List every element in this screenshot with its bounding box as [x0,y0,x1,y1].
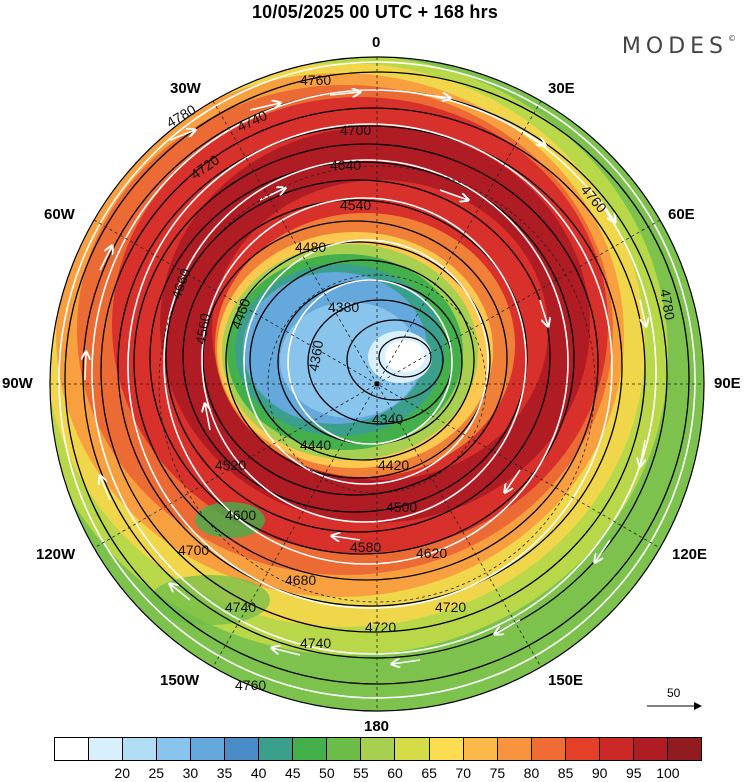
contour-label: 4720 [365,619,396,635]
colorbar-tick-label: 60 [387,765,403,781]
colorbar-segment [191,738,226,760]
colorbar-segment [429,738,464,760]
colorbar-tick-label: 90 [591,765,608,781]
contour-label: 4740 [300,635,331,651]
brand-logo: MODES© [621,34,736,59]
colorbar-tick-label: 45 [284,765,301,781]
colorbar-tick-label: 65 [421,765,437,781]
contour-label: 4360 [305,339,326,373]
contour-label: 4720 [435,599,466,615]
contour-label: 4540 [340,197,371,213]
colorbar-segment [565,738,600,760]
colorbar [54,737,702,761]
colorbar-segment [667,738,701,760]
colorbar-tick-label: 25 [148,765,165,781]
contour-label: 4700 [340,122,371,138]
lon-label-60e: 60E [668,206,695,223]
contour-label: 4620 [416,545,447,561]
colorbar-segment [157,738,192,760]
contour-label: 4500 [386,499,417,515]
polar-map: 4760 4780 4740 4720 4700 4640 4540 4480 … [49,56,705,712]
colorbar-tick-label: 70 [455,765,472,781]
contour-label: 4600 [225,507,256,523]
wind-speed-field [50,57,704,711]
colorbar-ticks: 20 25 30 35 40 45 50 55 60 65 70 75 80 85 90 95 100 [54,765,702,781]
colorbar-segment [293,738,328,760]
colorbar-tick-label: 75 [489,765,506,781]
colorbar-tick-label: 95 [625,765,642,781]
reference-vector-arrow [647,702,702,710]
reference-vector-value: 50 [667,686,681,700]
colorbar-tick-label: 50 [319,765,335,781]
colorbar-segment [395,738,430,760]
chart-title: 10/05/2025 00 UTC + 168 hrs [251,2,499,22]
contour-label: 4640 [330,157,361,173]
colorbar-tick-label: 30 [182,765,199,781]
lon-label-150w: 150W [160,672,200,689]
contour-label: 4340 [372,411,403,427]
colorbar-segment [55,738,90,760]
colorbar-segment [327,738,362,760]
colorbar-segment [599,738,634,760]
colorbar-tick-label: 40 [250,765,267,781]
contour-label: 4420 [378,457,409,473]
contour-label: 4520 [215,457,246,473]
contour-label: 4780 [657,288,678,322]
colorbar-tick-label: 80 [523,765,540,781]
colorbar-tick-label: 55 [353,765,369,781]
lon-label-180: 180 [364,718,390,735]
lon-label-150e: 150E [548,672,584,689]
contour-label: 4380 [328,299,359,315]
contour-label: 4680 [285,572,316,588]
lon-label-30e: 30E [548,80,575,97]
streamlines [58,61,696,699]
lon-label-0: 0 [372,34,381,51]
contour-label: 4760 [235,677,266,693]
colorbar-segment [259,738,294,760]
colorbar-tick-label: 100 [656,765,680,781]
height-contours [64,71,690,685]
contour-label-layer: 4760 4780 4740 4720 4700 4640 4540 4480 … [164,72,679,693]
colorbar-segment [361,738,396,760]
contour-label: 4700 [178,542,209,558]
lon-label-60w: 60W [44,206,75,223]
contour-label: 4740 [225,599,256,615]
contour-label: 4440 [300,437,331,453]
colorbar-tick-label: 85 [557,765,574,781]
pole-marker [374,381,380,387]
lon-label-120w: 120W [36,546,76,563]
contour-label: 4480 [295,239,326,255]
contour-label: 4580 [350,539,381,555]
lon-label-120e: 120E [672,546,708,563]
colorbar-segment [463,738,498,760]
colorbar-tick-label: 35 [216,765,233,781]
colorbar-segment [497,738,532,760]
lon-label-90w: 90W [2,375,33,392]
colorbar-segment [225,738,260,760]
lon-label-30w: 30W [170,80,201,97]
colorbar-segment [633,738,668,760]
colorbar-tick-label: 20 [114,765,130,781]
lon-label-90e: 90E [714,375,741,392]
colorbar-segment [89,738,124,760]
colorbar-segment [123,738,158,760]
map-border [49,56,705,712]
contour-label: 4560 [192,312,213,346]
colorbar-segment [531,738,566,760]
contour-label: 4760 [300,72,331,88]
